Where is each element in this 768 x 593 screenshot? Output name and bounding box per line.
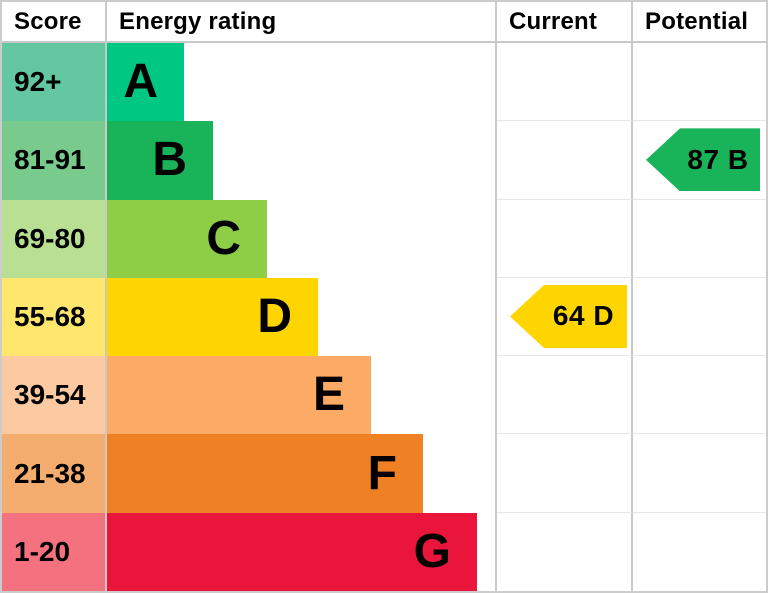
- score-range-d: 55-68: [2, 277, 107, 357]
- current-cell-b: [497, 121, 633, 200]
- score-range-e: 39-54: [2, 356, 107, 435]
- band-bar-f: F: [107, 434, 423, 513]
- potential-cell-a: [633, 43, 766, 122]
- energy-band-cell-b: B: [107, 121, 497, 200]
- score-range-a: 92+: [2, 43, 107, 122]
- potential-cell-d: [633, 277, 766, 357]
- score-range-g: 1-20: [2, 512, 107, 591]
- column-header-energy-rating: Energy rating: [107, 2, 497, 43]
- band-bar-d: D: [107, 277, 318, 357]
- column-header-potential: Potential: [633, 2, 766, 43]
- current-cell-c: [497, 199, 633, 278]
- band-bar-e: E: [107, 356, 371, 435]
- band-bar-b: B: [107, 121, 213, 200]
- current-cell-g: [497, 512, 633, 591]
- potential-rating-arrow: 87 B: [646, 128, 760, 192]
- energy-band-cell-e: E: [107, 356, 497, 435]
- score-range-b: 81-91: [2, 121, 107, 200]
- band-bar-g: G: [107, 512, 477, 591]
- current-cell-e: [497, 356, 633, 435]
- column-header-current: Current: [497, 2, 633, 43]
- band-bar-c: C: [107, 199, 267, 278]
- current-cell-d: 64 D: [497, 277, 633, 357]
- current-cell-a: [497, 43, 633, 122]
- potential-cell-g: [633, 512, 766, 591]
- energy-band-cell-a: A: [107, 43, 497, 122]
- score-range-c: 69-80: [2, 199, 107, 278]
- energy-band-cell-g: G: [107, 512, 497, 591]
- band-bar-a: A: [107, 43, 184, 122]
- energy-band-cell-c: C: [107, 199, 497, 278]
- current-cell-f: [497, 434, 633, 513]
- potential-cell-f: [633, 434, 766, 513]
- potential-cell-e: [633, 356, 766, 435]
- current-rating-arrow: 64 D: [510, 284, 627, 348]
- column-header-score: Score: [2, 2, 107, 43]
- potential-cell-b: 87 B: [633, 121, 766, 200]
- score-range-f: 21-38: [2, 434, 107, 513]
- potential-cell-c: [633, 199, 766, 278]
- energy-band-cell-d: D: [107, 277, 497, 357]
- energy-band-cell-f: F: [107, 434, 497, 513]
